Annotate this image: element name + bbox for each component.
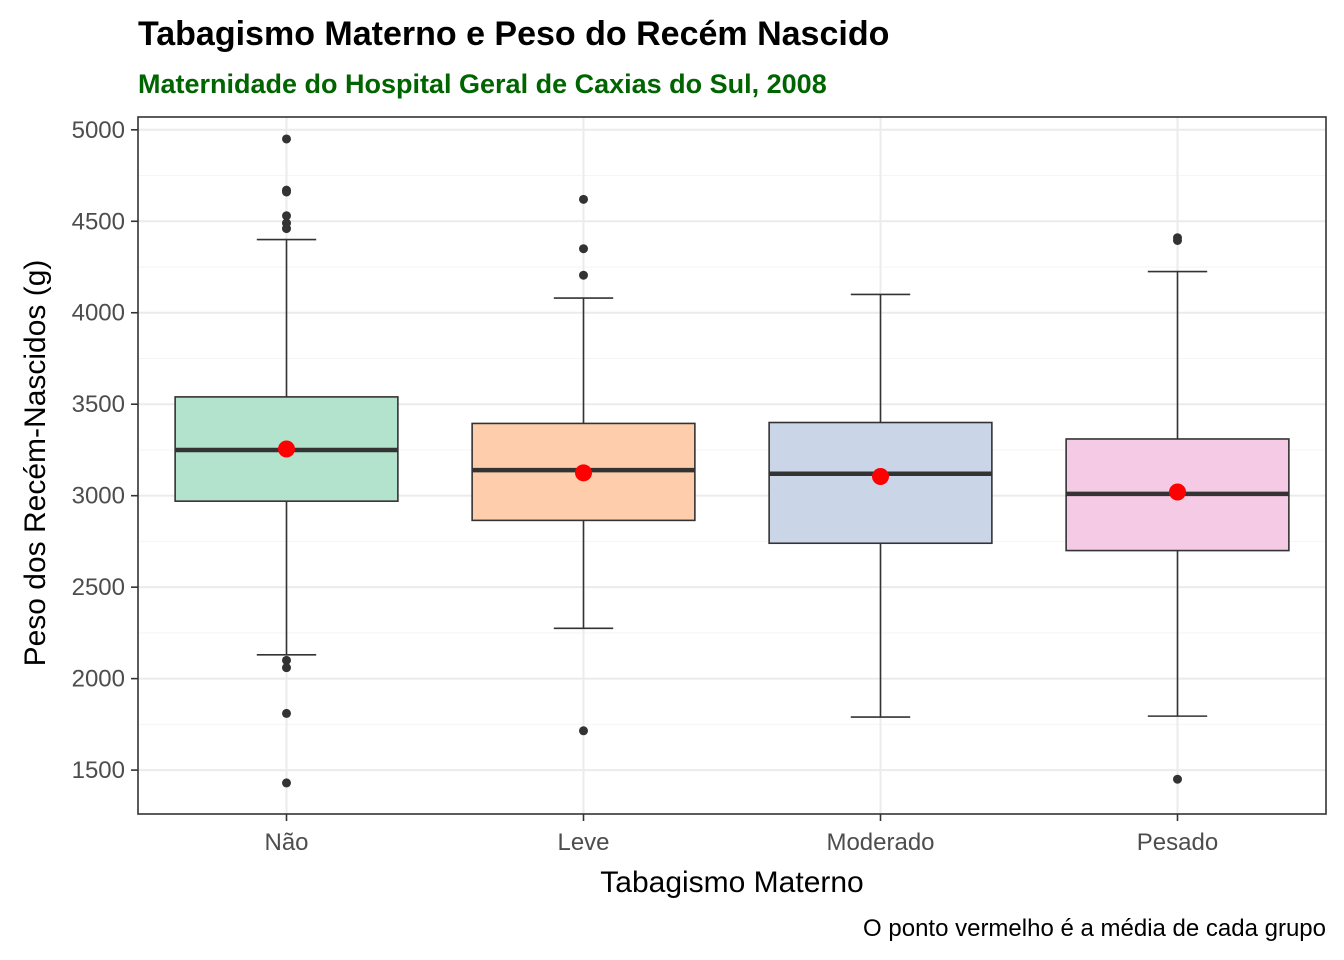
x-tick-label: Não bbox=[264, 829, 308, 856]
box-series bbox=[174, 134, 1290, 788]
y-axis: 1500 2000 2500 3000 3500 4000 4500 5000 bbox=[72, 117, 138, 784]
y-tick-label: 2000 bbox=[72, 666, 125, 693]
outlier-point bbox=[282, 211, 291, 221]
outlier-point bbox=[579, 726, 588, 736]
chart-caption: O ponto vermelho é a média de cada grupo bbox=[863, 915, 1326, 942]
y-tick-label: 3000 bbox=[72, 483, 125, 510]
outlier-point bbox=[282, 224, 291, 234]
box-group bbox=[1065, 233, 1290, 784]
outlier-point bbox=[282, 655, 291, 665]
chart-subtitle: Maternidade do Hospital Geral de Caxias … bbox=[138, 69, 827, 99]
outlier-point bbox=[1173, 774, 1182, 784]
outlier-point bbox=[1173, 235, 1182, 245]
outlier-point bbox=[282, 663, 291, 673]
outlier-point bbox=[282, 708, 291, 718]
box-group bbox=[471, 194, 696, 736]
outlier-point bbox=[579, 270, 588, 280]
y-tick-label: 5000 bbox=[72, 117, 125, 144]
x-tick-label: Leve bbox=[557, 829, 609, 856]
outlier-point bbox=[282, 778, 291, 788]
outlier-point bbox=[282, 134, 291, 144]
x-tick-label: Pesado bbox=[1137, 829, 1218, 856]
y-tick-label: 3500 bbox=[72, 391, 125, 418]
mean-point bbox=[278, 440, 295, 458]
mean-point bbox=[575, 464, 592, 482]
mean-point bbox=[1169, 483, 1186, 501]
y-axis-title: Peso dos Recém-Nascidos (g) bbox=[19, 260, 52, 667]
y-tick-label: 4500 bbox=[72, 208, 125, 235]
outlier-point bbox=[579, 194, 588, 204]
y-tick-label: 1500 bbox=[72, 757, 125, 784]
x-axis: Não Leve Moderado Pesado bbox=[264, 814, 1218, 856]
outlier-point bbox=[282, 187, 291, 197]
panel-border bbox=[137, 116, 1327, 815]
outlier-point bbox=[579, 244, 588, 254]
x-axis-title: Tabagismo Materno bbox=[600, 866, 863, 899]
chart-title: Tabagismo Materno e Peso do Recém Nascid… bbox=[138, 15, 889, 53]
mean-point bbox=[872, 467, 889, 485]
x-tick-label: Moderado bbox=[826, 829, 934, 856]
box-group bbox=[768, 293, 993, 718]
y-tick-label: 2500 bbox=[72, 574, 125, 601]
box-group bbox=[174, 134, 399, 788]
y-tick-label: 4000 bbox=[72, 300, 125, 327]
